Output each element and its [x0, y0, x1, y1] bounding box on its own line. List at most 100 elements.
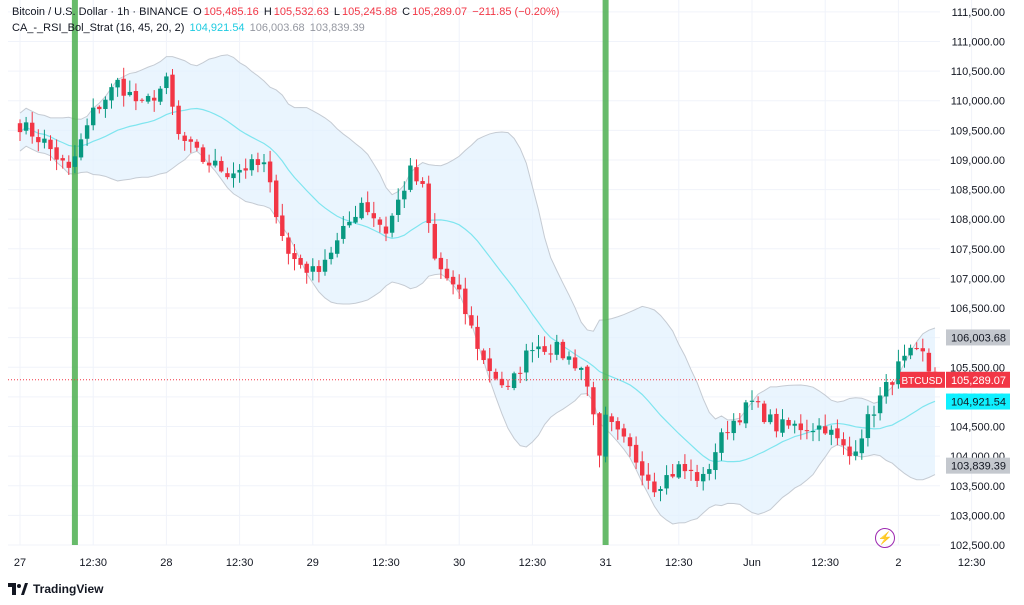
candle-body — [438, 257, 444, 270]
candle-body — [280, 215, 285, 237]
symbol-legend[interactable]: Bitcoin / U.S. Dollar · 1h · BINANCE O 10… — [12, 6, 561, 18]
signal-bar — [602, 0, 609, 545]
candle-body — [188, 139, 193, 142]
candle-body — [823, 426, 828, 434]
candle-body — [36, 137, 41, 143]
symbol-tag-label: BTCUSD — [901, 376, 942, 387]
bollinger-band — [19, 54, 936, 525]
candle-body — [30, 122, 35, 137]
candle-body — [353, 216, 358, 223]
price-axis-label: 109,000.00 — [950, 155, 1005, 167]
price-tag-label: 104,921.54 — [951, 397, 1006, 409]
candle-body — [591, 387, 596, 415]
price-axis-label: 107,500.00 — [950, 244, 1005, 256]
indicator-mid-value: 104,921.54 — [189, 22, 245, 34]
candle-body — [286, 237, 291, 254]
candle-body — [920, 348, 925, 352]
candle-body — [304, 263, 309, 273]
time-axis-label: 12:30 — [811, 557, 839, 569]
candle-body — [530, 350, 535, 352]
candle-body — [798, 423, 803, 431]
candle-body — [524, 350, 529, 373]
candle-body — [97, 106, 102, 110]
candle-body — [902, 355, 907, 361]
candle-body — [670, 474, 675, 477]
candle-body — [914, 348, 919, 350]
candle-body — [316, 266, 322, 272]
candle-body — [17, 123, 23, 133]
candle-body — [139, 99, 145, 101]
candle-body — [518, 372, 523, 374]
candle-body — [54, 147, 59, 160]
candle-body — [158, 88, 163, 102]
indicator-legend[interactable]: CA_-_RSI_Bol_Strat (16, 45, 20, 2) 104,9… — [12, 22, 367, 34]
price-tag-bg — [946, 371, 1010, 388]
candle-body — [463, 288, 468, 315]
candle-body — [274, 180, 279, 218]
candle-body — [505, 385, 511, 387]
candle-body — [579, 367, 584, 370]
candle-body — [548, 353, 553, 355]
price-tag-bg — [946, 393, 1010, 410]
time-axis[interactable]: 27 12:30 28 12:30 29 12:30 30 12:30 31 12:30 Jun 12… — [14, 557, 985, 569]
candle-body — [408, 165, 413, 190]
price-tag-label: 106,003.68 — [951, 332, 1006, 344]
candle-body — [725, 432, 730, 434]
candle-body — [219, 160, 224, 172]
tradingview-logo[interactable]: TradingView — [8, 582, 103, 596]
tradingview-logo-icon — [8, 583, 28, 595]
time-axis-label: 27 — [14, 557, 26, 569]
candle-body — [603, 414, 608, 457]
candle-body — [377, 219, 383, 225]
candle-body — [261, 162, 267, 165]
candle-body — [908, 347, 913, 356]
symbol-title: Bitcoin / U.S. Dollar · 1h · BINANCE — [12, 6, 189, 18]
candle-body — [841, 439, 846, 446]
candle-body — [91, 107, 96, 126]
candle-body — [243, 168, 248, 171]
candle-body — [145, 95, 151, 102]
low-label: L — [333, 6, 341, 18]
candle-body — [719, 432, 724, 453]
indicator-name: CA_-_RSI_Bol_Strat (16, 45, 20, 2) — [12, 22, 185, 34]
high-value: 105,532.63 — [273, 6, 329, 18]
candle-body — [835, 428, 840, 439]
price-axis-label: 102,500.00 — [950, 540, 1005, 552]
lightning-bolt-icon[interactable]: ⚡ — [875, 528, 895, 548]
candle-body — [780, 419, 785, 433]
candle-body — [847, 446, 852, 457]
candle-body — [536, 346, 541, 350]
candle-body — [115, 79, 120, 88]
candle-body — [859, 438, 864, 454]
candle-body — [457, 284, 462, 290]
candle-body — [542, 346, 547, 352]
candle-body — [560, 341, 566, 359]
open-value: 105,485.16 — [203, 6, 259, 18]
candle-body — [322, 259, 328, 272]
time-axis-label: 30 — [453, 557, 465, 569]
candle-body — [121, 78, 126, 96]
price-axis-label: 107,000.00 — [950, 273, 1005, 285]
candle-body — [762, 403, 767, 423]
time-axis-label: 12:30 — [665, 557, 693, 569]
time-axis-label: 28 — [160, 557, 172, 569]
candle-body — [420, 181, 425, 184]
candle-body — [792, 423, 797, 426]
candle-body — [176, 105, 181, 135]
candle-body — [194, 141, 200, 148]
price-axis-label: 111,500.00 — [952, 7, 1005, 19]
price-axis-label: 104,500.00 — [950, 422, 1005, 434]
price-tag-bg — [946, 457, 1010, 474]
close-value: 105,289.07 — [412, 6, 468, 18]
candle-body — [402, 190, 407, 200]
low-value: 105,245.88 — [342, 6, 398, 18]
candle-body — [701, 473, 706, 482]
candle-body — [225, 173, 230, 178]
candle-body — [896, 361, 901, 385]
candle-body — [414, 167, 419, 182]
candle-body — [572, 357, 578, 369]
candle-body — [481, 350, 486, 361]
candle-body — [347, 221, 352, 226]
candle-body — [871, 414, 877, 416]
